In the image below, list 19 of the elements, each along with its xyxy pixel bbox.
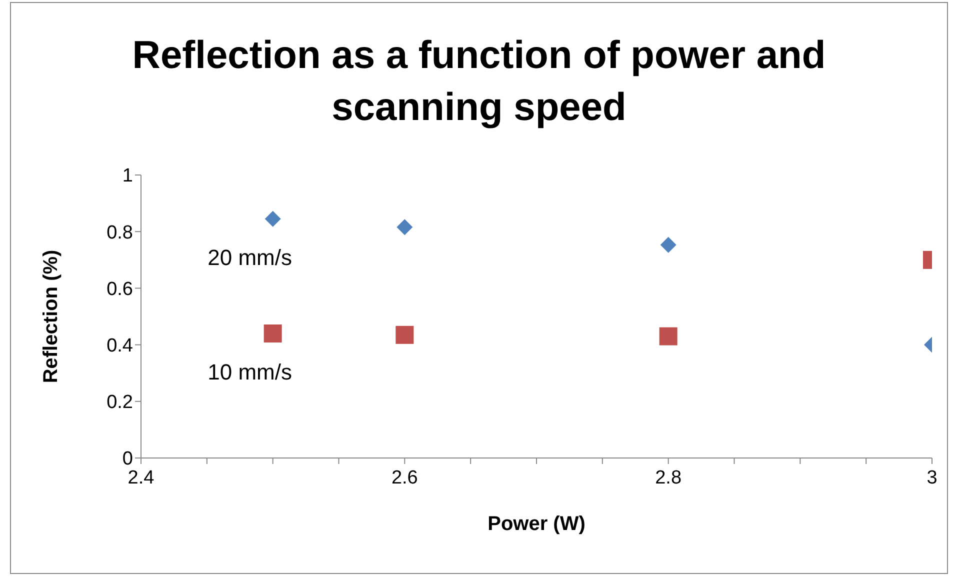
x-tick-label: 2.6 (391, 467, 418, 488)
y-tick-label: 1 (122, 166, 133, 187)
y-tick-label: 0 (122, 448, 133, 470)
y-tick-label: 0.4 (106, 336, 134, 357)
x-axis-title: Power (W) (488, 513, 586, 535)
point (264, 324, 282, 342)
series-label: 20 mm/s (208, 244, 292, 270)
x-tick-label: 2.8 (655, 467, 682, 488)
point (396, 219, 413, 236)
point (264, 210, 281, 227)
y-tick-label: 0.2 (106, 392, 133, 414)
chart-title: Reflection as a function of power and scanning speed (131, 33, 827, 131)
series-label: 10 mm/s (208, 359, 292, 384)
x-tick-label: 2.4 (128, 467, 155, 488)
y-tick-label: 0.8 (106, 222, 133, 244)
x-tick-label: 3 (926, 467, 938, 488)
y-axis-title: Reflection (%) (40, 250, 62, 384)
y-tick-label: 0.6 (106, 278, 133, 300)
point (396, 326, 414, 344)
